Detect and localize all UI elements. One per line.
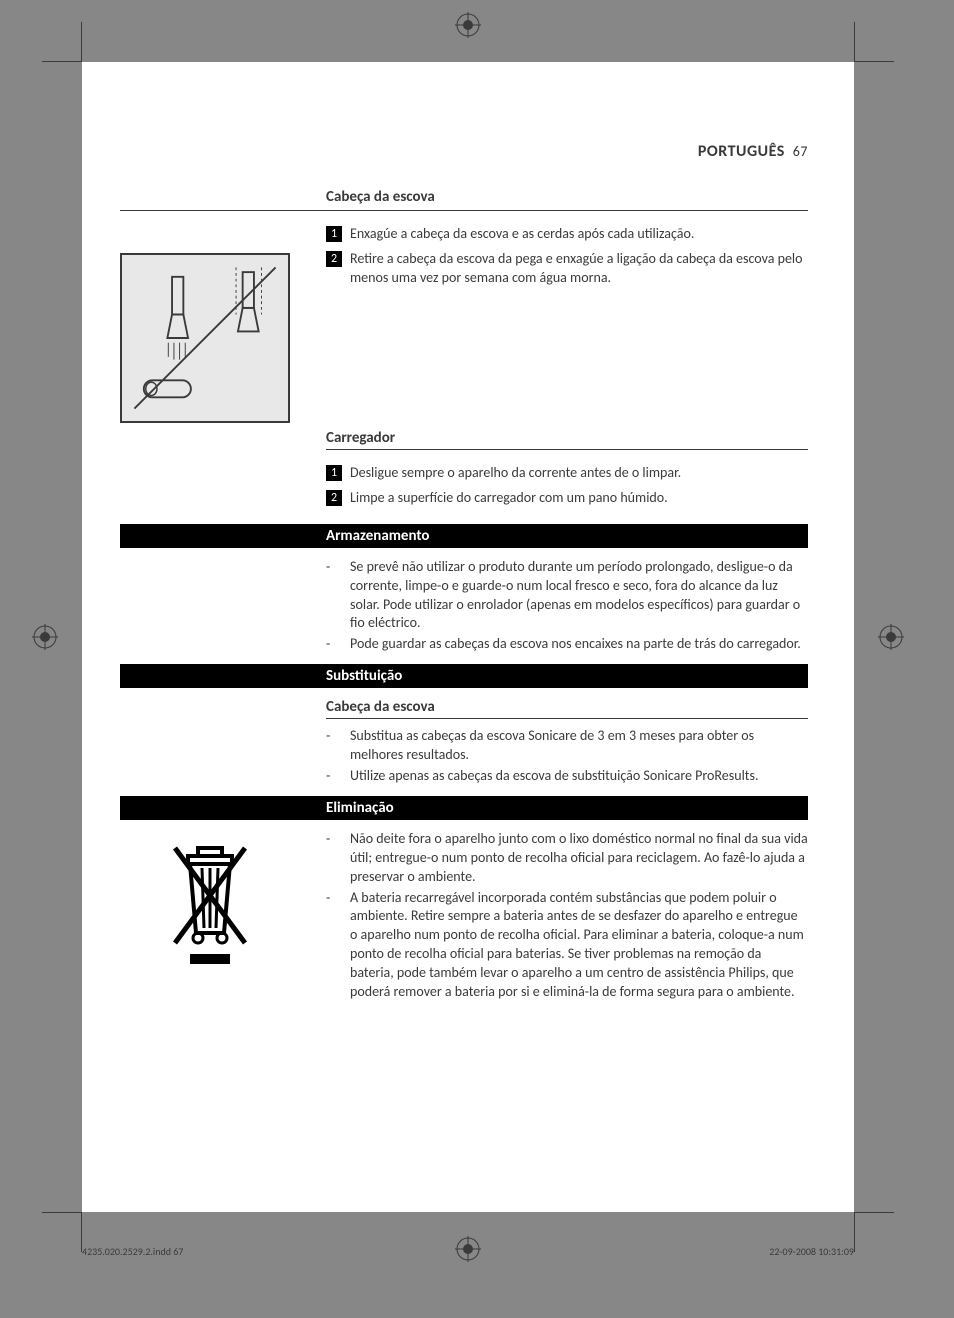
bullet-item: -Substitua as cabeças da escova Sonicare… (326, 727, 808, 765)
weee-bin-icon (160, 838, 260, 968)
footer-timestamp: 22-09-2008 10:31:09 (769, 1245, 854, 1258)
section-bar-replacement: Substituição (120, 664, 808, 688)
bullet-dash-icon: - (326, 558, 350, 634)
bullet-dash-icon: - (326, 889, 350, 1002)
bullet-text: A bateria recarregável incorporada conté… (350, 889, 808, 1002)
bullet-item: -Pode guardar as cabeças da escova nos e… (326, 635, 808, 654)
brush-head-steps: 1 Enxagúe a cabeça da escova e as cerdas … (326, 225, 808, 288)
divider (326, 449, 808, 450)
step-text: Enxagúe a cabeça da escova e as cerdas a… (350, 225, 808, 244)
subheading-charger: Carregador (326, 429, 808, 447)
bullet-item: -Não deite fora o aparelho junto com o l… (326, 830, 808, 887)
bullet-text: Não deite fora o aparelho junto com o li… (350, 830, 808, 887)
bullet-dash-icon: - (326, 727, 350, 765)
manual-page: PORTUGUÊS 67 Cabeça da escova (82, 62, 854, 1212)
registration-mark-icon (455, 12, 481, 38)
language-label: PORTUGUÊS (698, 142, 785, 161)
section-bar-label: Armazenamento (326, 527, 808, 545)
print-footer: 4235.020.2529.2.indd 67 22-09-2008 10:31… (82, 1245, 854, 1258)
step-number-icon: 2 (326, 490, 342, 506)
bullet-text: Se prevê não utilizar o produto durante … (350, 558, 808, 634)
page-content: Cabeça da escova (120, 188, 808, 1008)
bullet-dash-icon: - (326, 830, 350, 887)
crop-mark (854, 22, 894, 62)
bullet-dash-icon: - (326, 635, 350, 654)
step-number-icon: 2 (326, 251, 342, 267)
section-bar-disposal: Eliminação (120, 796, 808, 820)
page-number: 67 (793, 143, 808, 160)
step-item: 1 Enxagúe a cabeça da escova e as cerdas … (326, 225, 808, 244)
replacement-bullets: -Substitua as cabeças da escova Sonicare… (326, 727, 808, 786)
step-text: Limpe a superfície do carregador com um … (350, 489, 808, 508)
step-text: Retire a cabeça da escova da pega e enxa… (350, 250, 808, 288)
section-bar-label: Substituição (326, 667, 808, 685)
crop-mark (42, 1212, 82, 1252)
step-number-icon: 1 (326, 226, 342, 242)
step-text: Desligue sempre o aparelho da corrente a… (350, 464, 808, 483)
subheading-brush-head-2: Cabeça da escova (326, 698, 808, 716)
step-item: 2 Limpe a superfície do carregador com um… (326, 489, 808, 508)
step-number-icon: 1 (326, 465, 342, 481)
bullet-item: -Se prevê não utilizar o produto durante… (326, 558, 808, 634)
footer-filename: 4235.020.2529.2.indd 67 (82, 1245, 183, 1258)
registration-mark-icon (32, 624, 58, 650)
subheading-brush-head: Cabeça da escova (326, 188, 808, 206)
disposal-bullets: -Não deite fora o aparelho junto com o l… (326, 830, 808, 1002)
section-bar-label: Eliminação (326, 799, 808, 817)
page-header: PORTUGUÊS 67 (698, 142, 808, 161)
bullet-text: Utilize apenas as cabeças da escova de s… (350, 767, 759, 786)
step-item: 2 Retire a cabeça da escova da pega e enx… (326, 250, 808, 288)
storage-bullets: -Se prevê não utilizar o produto durante… (326, 558, 808, 654)
bullet-text: Pode guardar as cabeças da escova nos en… (350, 635, 801, 654)
crop-mark (42, 22, 82, 62)
step-item: 1 Desligue sempre o aparelho da corrente … (326, 464, 808, 483)
bullet-dash-icon: - (326, 767, 350, 786)
charger-steps: 1 Desligue sempre o aparelho da corrente … (326, 464, 808, 508)
divider (120, 210, 808, 211)
registration-mark-icon (878, 624, 904, 650)
crop-mark (854, 1212, 894, 1252)
bullet-item: -Utilize apenas as cabeças da escova de … (326, 767, 808, 786)
bullet-text: Substitua as cabeças da escova Sonicare … (350, 727, 808, 765)
brush-rinse-illustration (120, 253, 290, 423)
bullet-item: -A bateria recarregável incorporada cont… (326, 889, 808, 1002)
section-bar-storage: Armazenamento (120, 524, 808, 548)
divider (326, 718, 808, 719)
